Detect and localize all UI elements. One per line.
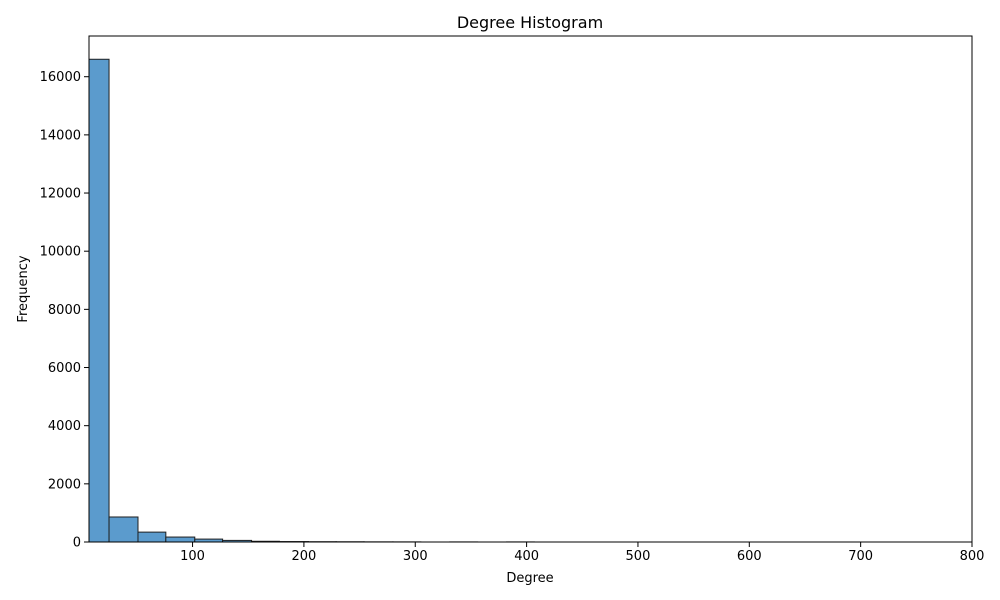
y-tick-label: 14000 bbox=[40, 128, 81, 143]
y-tick-label: 4000 bbox=[48, 419, 81, 434]
x-tick-label: 400 bbox=[514, 549, 539, 564]
x-tick-label: 600 bbox=[737, 549, 762, 564]
y-tick-label: 6000 bbox=[48, 361, 81, 376]
bars-group bbox=[88, 58, 535, 543]
x-tick-label: 200 bbox=[291, 549, 316, 564]
y-axis-ticks: 0 2000 4000 6000 8000 10000 12000 14000 16000 bbox=[40, 70, 89, 551]
histogram-bar bbox=[137, 531, 167, 543]
y-tick-label: 16000 bbox=[40, 70, 81, 85]
plot-frame bbox=[88, 35, 973, 543]
x-tick-label: 700 bbox=[848, 549, 873, 564]
histogram-bar bbox=[165, 536, 196, 543]
chart-title: Degree Histogram bbox=[457, 13, 603, 32]
y-tick-label: 2000 bbox=[48, 477, 81, 492]
y-tick-label: 10000 bbox=[40, 245, 81, 260]
histogram-bar bbox=[108, 516, 139, 543]
histogram-bar bbox=[88, 58, 110, 543]
x-tick-label: 800 bbox=[960, 549, 985, 564]
y-tick-label: 8000 bbox=[48, 303, 81, 318]
y-axis-label: Frequency bbox=[16, 255, 31, 322]
y-tick-label: 0 bbox=[73, 536, 81, 551]
y-tick-label: 12000 bbox=[40, 187, 81, 202]
x-tick-label: 100 bbox=[180, 549, 205, 564]
x-tick-label: 300 bbox=[403, 549, 428, 564]
x-axis-label: Degree bbox=[506, 571, 553, 586]
x-axis-ticks: 100 200 300 400 500 600 700 800 bbox=[180, 542, 984, 564]
x-tick-label: 500 bbox=[626, 549, 651, 564]
